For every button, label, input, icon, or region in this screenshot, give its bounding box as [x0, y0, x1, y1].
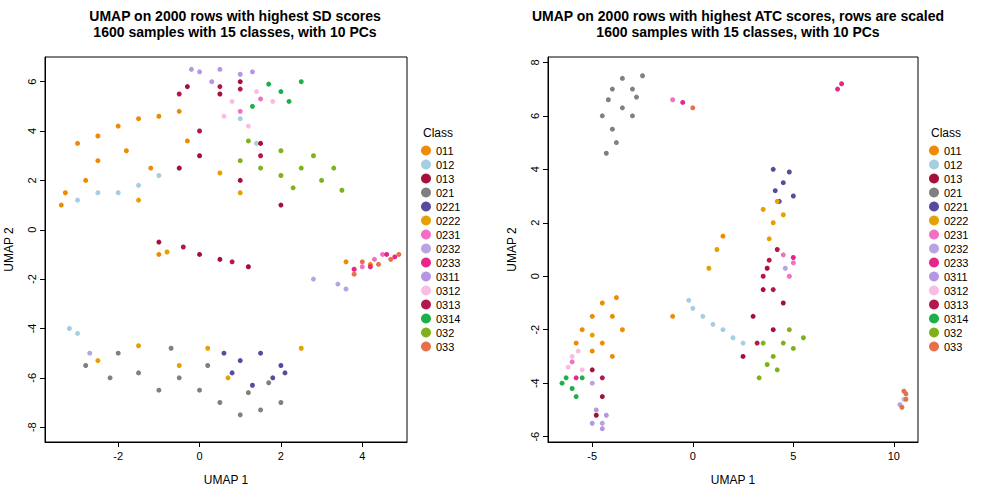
svg-text:0221: 0221	[944, 201, 968, 213]
svg-text:032: 032	[436, 327, 454, 339]
svg-text:0313: 0313	[944, 299, 968, 311]
svg-text:0311: 0311	[944, 271, 968, 283]
svg-text:-4: -4	[529, 378, 541, 388]
svg-text:032: 032	[944, 327, 962, 339]
svg-text:1600 samples with 15 classes,: 1600 samples with 15 classes, with 10 PC…	[93, 24, 376, 40]
svg-text:-6: -6	[529, 432, 541, 442]
svg-text:0313: 0313	[436, 299, 460, 311]
svg-text:0314: 0314	[436, 313, 460, 325]
svg-text:UMAP on 2000 rows with highest: UMAP on 2000 rows with highest SD scores	[89, 8, 381, 24]
svg-text:4: 4	[26, 128, 38, 134]
svg-text:0222: 0222	[944, 215, 968, 227]
svg-text:2: 2	[278, 450, 284, 462]
svg-text:0231: 0231	[436, 229, 460, 241]
svg-text:0232: 0232	[436, 243, 460, 255]
svg-text:021: 021	[436, 187, 454, 199]
svg-text:2: 2	[26, 177, 38, 183]
svg-text:0: 0	[529, 273, 541, 279]
svg-text:-2: -2	[529, 325, 541, 335]
svg-text:-5: -5	[587, 450, 597, 462]
svg-text:0233: 0233	[436, 257, 460, 269]
svg-text:UMAP 1: UMAP 1	[711, 473, 756, 487]
svg-text:012: 012	[944, 159, 962, 171]
svg-text:1600 samples with 15 classes,: 1600 samples with 15 classes, with 10 PC…	[596, 24, 879, 40]
svg-text:Class: Class	[931, 126, 961, 140]
svg-text:4: 4	[359, 450, 365, 462]
svg-text:6: 6	[26, 79, 38, 85]
svg-text:011: 011	[436, 145, 454, 157]
svg-text:0312: 0312	[436, 285, 460, 297]
svg-text:0222: 0222	[436, 215, 460, 227]
svg-text:033: 033	[944, 341, 962, 353]
svg-text:4: 4	[529, 166, 541, 172]
svg-text:0311: 0311	[436, 271, 460, 283]
svg-text:0221: 0221	[436, 201, 460, 213]
svg-text:-8: -8	[26, 422, 38, 432]
svg-text:021: 021	[944, 187, 962, 199]
svg-text:0314: 0314	[944, 313, 968, 325]
svg-text:013: 013	[436, 173, 454, 185]
svg-text:Class: Class	[423, 126, 453, 140]
svg-text:5: 5	[790, 450, 796, 462]
svg-text:0: 0	[26, 227, 38, 233]
svg-text:0232: 0232	[944, 243, 968, 255]
svg-text:013: 013	[944, 173, 962, 185]
svg-text:033: 033	[436, 341, 454, 353]
svg-text:UMAP 1: UMAP 1	[204, 473, 249, 487]
svg-text:-2: -2	[113, 450, 123, 462]
svg-text:0312: 0312	[944, 285, 968, 297]
svg-text:0: 0	[196, 450, 202, 462]
svg-text:011: 011	[944, 145, 962, 157]
svg-text:6: 6	[529, 113, 541, 119]
svg-text:-2: -2	[26, 274, 38, 284]
svg-text:012: 012	[436, 159, 454, 171]
svg-text:8: 8	[529, 59, 541, 65]
svg-text:UMAP 2: UMAP 2	[2, 227, 16, 272]
svg-text:UMAP on 2000 rows with highest: UMAP on 2000 rows with highest ATC score…	[532, 8, 944, 24]
svg-text:-6: -6	[26, 373, 38, 383]
svg-text:10: 10	[888, 450, 900, 462]
svg-text:0233: 0233	[944, 257, 968, 269]
svg-text:2: 2	[529, 220, 541, 226]
svg-text:0: 0	[690, 450, 696, 462]
svg-text:-4: -4	[26, 324, 38, 334]
svg-text:UMAP 2: UMAP 2	[505, 227, 519, 272]
svg-text:0231: 0231	[944, 229, 968, 241]
